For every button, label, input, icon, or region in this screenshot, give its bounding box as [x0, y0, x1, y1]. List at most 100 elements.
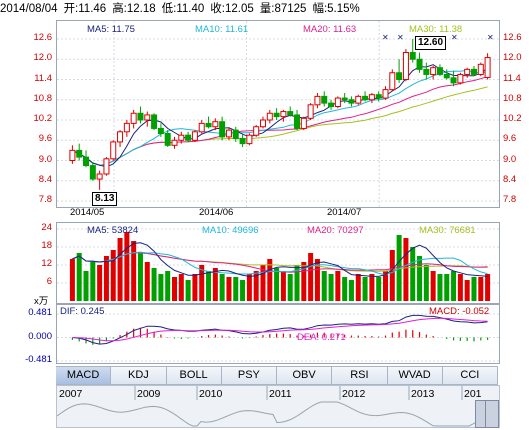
macd-legend-dea: DEA: 0.271: [297, 332, 346, 343]
quote-volume: 量:87125: [259, 3, 307, 15]
volume-bar: [437, 274, 443, 301]
low-callout: 8.13: [92, 192, 118, 206]
price-ytick-right: 9.6: [503, 133, 517, 145]
volume-bar: [260, 265, 266, 301]
candle-body: [266, 112, 273, 121]
volume-bar: [457, 274, 463, 301]
candle-body: [382, 89, 389, 99]
candle-body: [117, 131, 124, 143]
tab-wvad[interactable]: WVAD: [387, 366, 443, 385]
volume-legend-ma10: MA10: 49696: [202, 225, 259, 236]
timeline-right-handle[interactable]: [485, 400, 499, 428]
candle-body: [402, 52, 409, 80]
candle-body: [457, 73, 464, 84]
price-panel[interactable]: MA5: 11.75 MA10: 11.61 MA20: 11.63 MA30:…: [56, 20, 500, 208]
candle-body: [300, 117, 307, 129]
event-marker-icon[interactable]: ✕: [487, 33, 494, 42]
volume-bar: [97, 265, 103, 301]
tab-obv[interactable]: OBV: [277, 366, 333, 385]
quote-date: 2014/08/04: [0, 3, 58, 15]
volume-chart[interactable]: [57, 223, 499, 303]
candle-body: [396, 72, 403, 80]
volume-bar: [137, 253, 143, 301]
candle-body: [436, 67, 443, 75]
timeline-year-label: 201: [464, 388, 482, 400]
event-marker-icon[interactable]: ✕: [451, 33, 458, 42]
candle-body: [409, 52, 416, 60]
macd-dea-line: [72, 317, 488, 342]
volume-bar: [185, 280, 191, 301]
timeline-year-label: 2011: [269, 388, 292, 400]
candle-body: [144, 114, 151, 121]
quote-header: 2014/08/04 开:11.46 高:12.18 低:11.40 收:12.05 量:…: [0, 0, 529, 16]
volume-bar: [212, 268, 218, 301]
volume-bar: [301, 262, 307, 301]
event-marker-icon[interactable]: ✕: [397, 33, 404, 42]
volume-bar: [328, 274, 334, 301]
candle-body: [328, 102, 335, 107]
candle-body: [164, 133, 171, 146]
candle-body: [185, 134, 192, 141]
price-ytick-right: 10.8: [503, 92, 522, 104]
price-ytick-left: 10.2: [33, 113, 53, 124]
candle-body: [191, 131, 198, 141]
volume-bar: [383, 271, 388, 301]
volume-ma5-line: [72, 242, 488, 277]
volume-bar: [369, 274, 375, 301]
volume-bar: [444, 274, 450, 301]
tab-rsi[interactable]: RSI: [332, 366, 388, 385]
candle-body: [423, 68, 430, 75]
candle-body: [103, 158, 110, 175]
candle-body: [110, 141, 117, 160]
volume-bar: [219, 274, 225, 301]
volume-bar: [280, 271, 286, 301]
macd-dif-line: [72, 314, 488, 345]
candle-body: [198, 122, 205, 133]
volume-bar: [110, 250, 116, 301]
candle-body: [416, 58, 423, 70]
volume-unit: x万: [34, 296, 49, 307]
candle-body: [348, 99, 355, 104]
volume-panel[interactable]: MA5: 53824 MA10: 49696 MA20: 70297 MA30:…: [56, 222, 500, 304]
candle-body: [76, 149, 83, 158]
volume-bar: [423, 265, 429, 301]
tab-macd[interactable]: MACD: [56, 366, 112, 385]
candle-body: [470, 68, 477, 75]
x-tick-2: 2014/06: [199, 207, 234, 218]
tab-psy[interactable]: PSY: [221, 366, 277, 385]
volume-bar: [199, 265, 205, 301]
volume-bar: [308, 253, 314, 301]
macd-chart[interactable]: [57, 305, 499, 363]
volume-bar: [417, 256, 423, 301]
candle-body: [123, 122, 130, 133]
volume-bar: [430, 271, 436, 301]
volume-bar: [321, 271, 327, 301]
volume-ytick: 6: [46, 276, 52, 287]
candle-body: [157, 127, 164, 134]
candle-body: [89, 165, 96, 180]
candle-body: [355, 95, 362, 104]
price-legend-ma10: MA10: 11.61: [195, 24, 249, 35]
timeline-year-label: 2010: [199, 388, 223, 400]
macd-panel[interactable]: DIF: 0.245 DEA: 0.271 MACD: -0.052: [56, 304, 500, 364]
candle-body: [375, 94, 382, 99]
macd-ytick: -0.481: [25, 354, 52, 365]
tab-kdj[interactable]: KDJ: [111, 366, 167, 385]
tab-cci[interactable]: CCI: [442, 366, 498, 385]
timeline-navigator[interactable]: 2007 2009 2010 2011 2012 2013 201: [56, 385, 500, 428]
candle-body: [69, 149, 76, 161]
volume-bar: [471, 277, 477, 301]
price-ma10-line: [72, 69, 488, 166]
candle-body: [171, 139, 178, 146]
tab-boll[interactable]: BOLL: [166, 366, 222, 385]
price-ma30-line: [72, 86, 488, 166]
candle-body: [137, 112, 144, 121]
candle-body: [259, 119, 266, 128]
event-marker-icon[interactable]: ✕: [382, 33, 389, 42]
volume-bar: [335, 271, 341, 301]
volume-ytick: 12: [41, 258, 52, 269]
candle-body: [178, 134, 185, 141]
candle-body: [368, 94, 375, 101]
candlestick-chart[interactable]: [57, 21, 499, 207]
volume-bar: [226, 277, 232, 301]
